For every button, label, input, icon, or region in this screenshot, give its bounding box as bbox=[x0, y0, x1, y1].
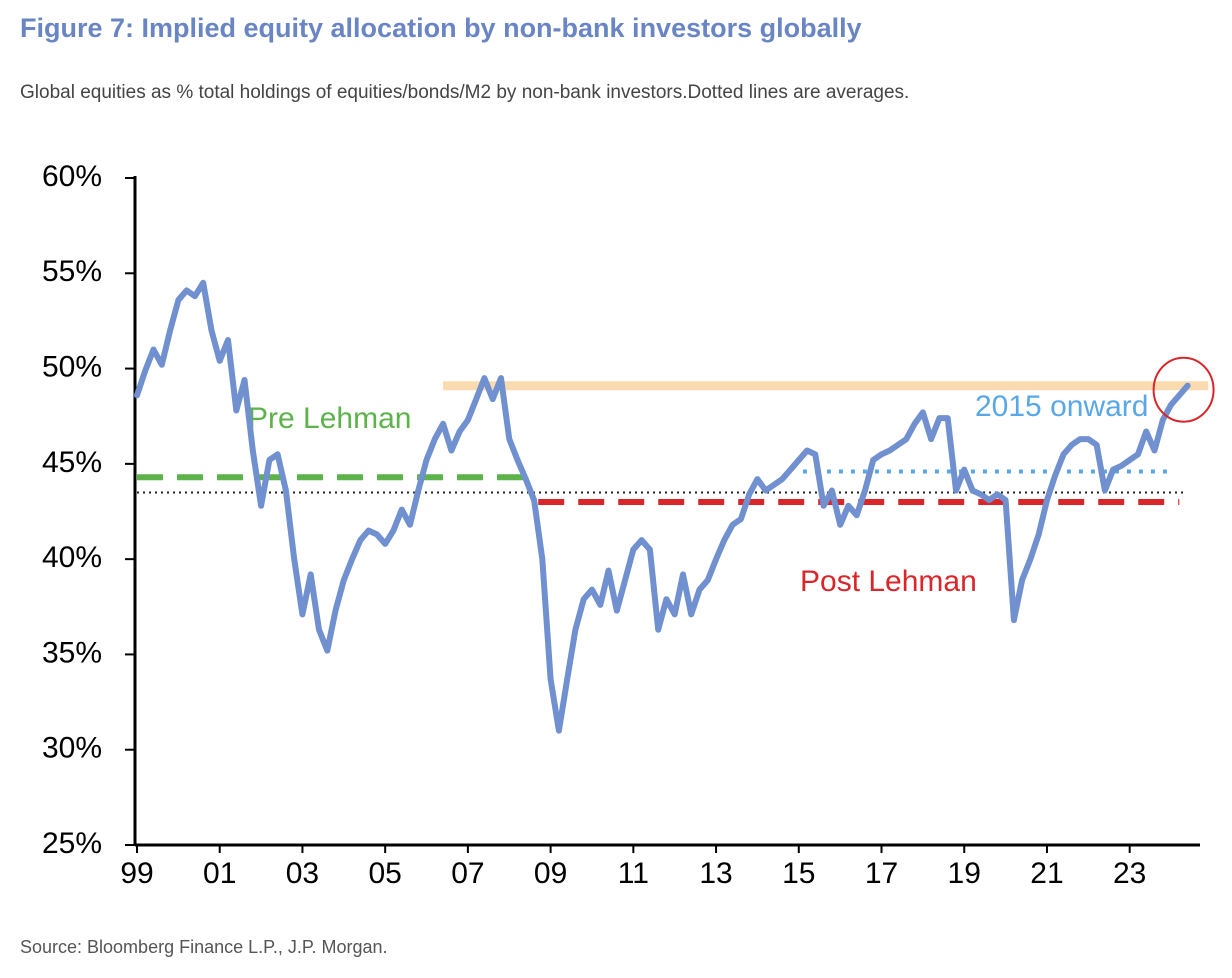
x-tick-label: 99 bbox=[120, 857, 153, 890]
y-tick-label: 25% bbox=[42, 827, 102, 860]
chart-title: Figure 7: Implied equity allocation by n… bbox=[20, 13, 862, 43]
x-tick-label: 23 bbox=[1113, 857, 1146, 890]
x-tick-label: 07 bbox=[451, 857, 484, 890]
x-tick-label: 03 bbox=[286, 857, 319, 890]
y-tick-label: 60% bbox=[42, 160, 102, 193]
y-tick-label: 55% bbox=[42, 255, 102, 288]
y-tick-label: 30% bbox=[42, 732, 102, 765]
x-tick-label: 19 bbox=[948, 857, 981, 890]
x-tick-label: 09 bbox=[534, 857, 567, 890]
x-tick-label: 11 bbox=[618, 857, 649, 890]
x-tick-label: 01 bbox=[203, 857, 236, 890]
highlight-circle bbox=[1152, 356, 1215, 423]
annotation: Pre Lehman bbox=[248, 402, 411, 435]
series-line bbox=[134, 279, 1191, 734]
source-note: Source: Bloomberg Finance L.P., J.P. Mor… bbox=[20, 937, 388, 957]
y-tick-label: 45% bbox=[42, 446, 102, 479]
y-tick-label: 35% bbox=[42, 636, 102, 669]
x-tick-label: 15 bbox=[782, 857, 815, 890]
y-tick-label: 40% bbox=[42, 541, 102, 574]
annotation: Post Lehman bbox=[800, 565, 977, 598]
x-tick-label: 17 bbox=[865, 857, 898, 890]
chart-subtitle: Global equities as % total holdings of e… bbox=[20, 82, 909, 103]
x-tick-label: 13 bbox=[699, 857, 732, 890]
x-tick-label: 21 bbox=[1030, 857, 1063, 890]
y-tick-label: 50% bbox=[42, 350, 102, 383]
annotation: 2015 onward bbox=[975, 390, 1148, 423]
x-tick-label: 05 bbox=[368, 857, 401, 890]
